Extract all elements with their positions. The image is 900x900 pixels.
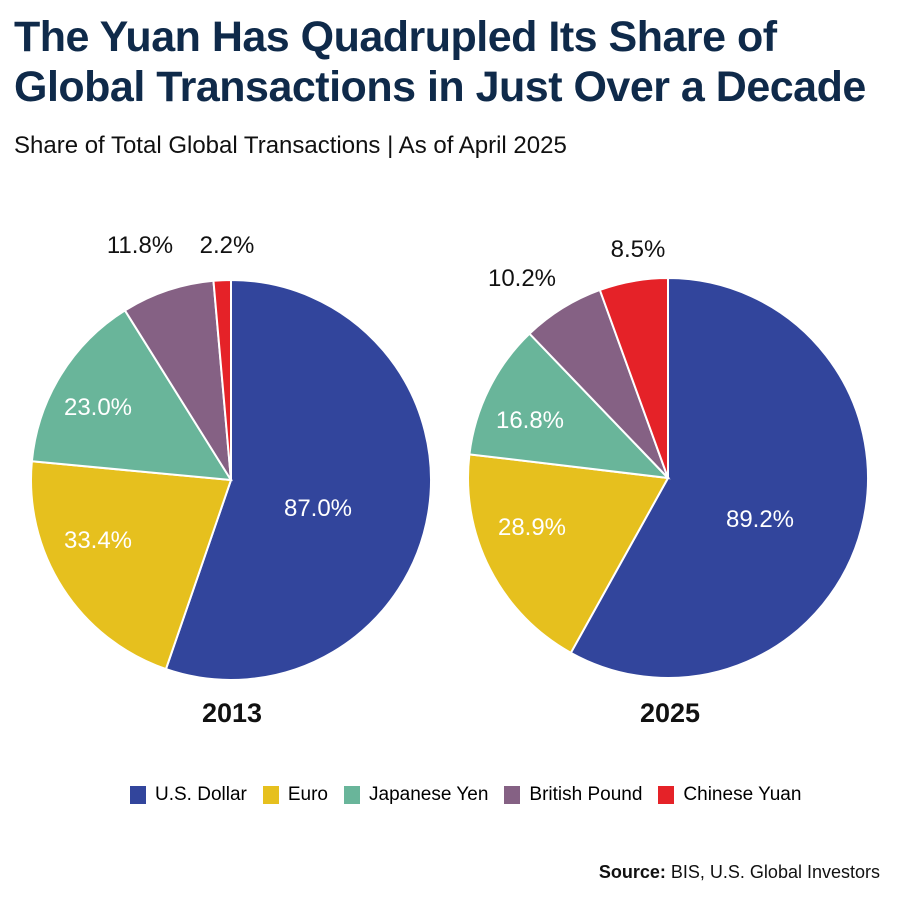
legend-label: Euro bbox=[287, 784, 328, 805]
source-label: Source: bbox=[598, 862, 666, 882]
chart-subtitle: Share of Total Global Transactions | As … bbox=[14, 132, 567, 159]
data-label: 8.5% bbox=[611, 236, 666, 263]
data-label: 87.0% bbox=[284, 495, 352, 522]
data-label: 10.2% bbox=[488, 265, 556, 292]
legend-item: British Pound bbox=[504, 784, 642, 806]
chart-title: The Yuan Has Quadrupled Its Share of Glob… bbox=[14, 12, 866, 112]
pie-slice-euro-2013 bbox=[30, 460, 233, 671]
legend-item: U.S. Dollar bbox=[130, 784, 247, 806]
legend-swatch bbox=[344, 786, 360, 804]
pie-slice-euro-2025 bbox=[467, 453, 670, 655]
legend-swatch bbox=[504, 786, 521, 804]
pie-slice-u-s-dollar-2013 bbox=[164, 278, 432, 681]
legend: U.S. Dollar Euro Japanese Yen British Pound… bbox=[130, 784, 801, 806]
legend-label: British Pound bbox=[529, 784, 643, 805]
pie-slice-chinese-yuan-2025 bbox=[598, 276, 669, 479]
pie-slice-u-s-dollar-2025 bbox=[569, 276, 869, 679]
data-label: 11.8% bbox=[107, 232, 173, 259]
legend-swatch bbox=[658, 786, 675, 804]
pie-year-label: 2025 bbox=[640, 698, 700, 728]
pie-slice-japanese-yen-2013 bbox=[30, 309, 233, 482]
legend-label: Japanese Yen bbox=[369, 784, 489, 805]
legend-swatch bbox=[130, 786, 146, 804]
legend-swatch bbox=[262, 786, 279, 804]
legend-item: Euro bbox=[262, 784, 328, 806]
legend-label: Chinese Yuan bbox=[683, 784, 802, 805]
data-label: 2.2% bbox=[200, 232, 255, 259]
title-line-2: Global Transactions in Just Over a Decad… bbox=[14, 63, 866, 111]
data-label: 33.4% bbox=[64, 527, 132, 554]
source-text: BIS, U.S. Global Investors bbox=[665, 862, 880, 882]
data-label: 16.8% bbox=[496, 407, 564, 434]
legend-label: U.S. Dollar bbox=[155, 784, 247, 805]
data-label: 89.2% bbox=[726, 506, 794, 533]
data-label: 23.0% bbox=[64, 394, 132, 421]
legend-item: Chinese Yuan bbox=[658, 784, 801, 806]
title-line-1: The Yuan Has Quadrupled Its Share of bbox=[14, 13, 777, 61]
legend-item: Japanese Yen bbox=[344, 784, 488, 806]
source-note: Source: BIS, U.S. Global Investors bbox=[599, 862, 880, 883]
pie-slice-japanese-yen-2025 bbox=[468, 332, 671, 480]
data-label: 28.9% bbox=[498, 514, 566, 541]
pie-year-label: 2013 bbox=[202, 698, 262, 728]
pie-slice-chinese-yuan-2013 bbox=[212, 278, 232, 481]
